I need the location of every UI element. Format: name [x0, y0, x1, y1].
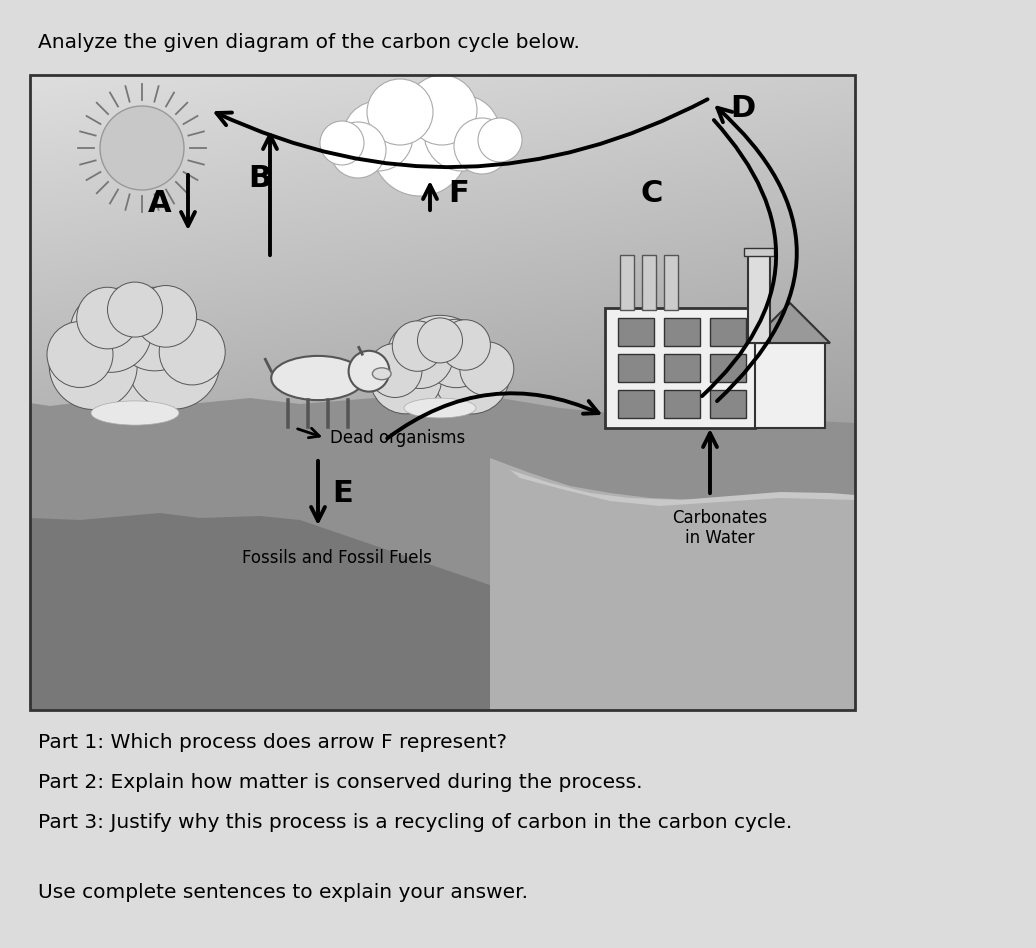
- Text: Part 1: Which process does arrow F represent?: Part 1: Which process does arrow F repre…: [38, 733, 507, 752]
- Circle shape: [100, 106, 184, 190]
- Bar: [664, 354, 700, 382]
- Bar: [618, 318, 654, 346]
- Polygon shape: [510, 470, 855, 506]
- Circle shape: [160, 319, 225, 385]
- Text: Use complete sentences to explain your answer.: Use complete sentences to explain your a…: [38, 883, 528, 902]
- Circle shape: [422, 319, 490, 388]
- Circle shape: [424, 95, 500, 171]
- Ellipse shape: [372, 368, 392, 380]
- Polygon shape: [490, 458, 855, 710]
- Text: Part 3: Justify why this process is a recycling of carbon in the carbon cycle.: Part 3: Justify why this process is a re…: [38, 813, 793, 832]
- Circle shape: [320, 121, 364, 165]
- Circle shape: [407, 75, 477, 145]
- Circle shape: [391, 316, 489, 414]
- Circle shape: [348, 351, 390, 392]
- Circle shape: [460, 342, 514, 395]
- Bar: [710, 354, 746, 382]
- Circle shape: [372, 100, 468, 196]
- Bar: [664, 390, 700, 418]
- Circle shape: [368, 343, 422, 397]
- Ellipse shape: [404, 398, 476, 418]
- Text: Analyze the given diagram of the carbon cycle below.: Analyze the given diagram of the carbon …: [38, 33, 580, 52]
- Circle shape: [454, 118, 510, 174]
- Circle shape: [75, 285, 196, 407]
- Bar: [30, 75, 855, 710]
- Circle shape: [367, 79, 433, 145]
- Circle shape: [108, 283, 163, 337]
- Circle shape: [70, 291, 151, 373]
- Ellipse shape: [271, 356, 365, 400]
- Circle shape: [343, 101, 413, 171]
- Text: Part 2: Explain how matter is conserved during the process.: Part 2: Explain how matter is conserved …: [38, 773, 642, 792]
- Bar: [664, 255, 678, 310]
- FancyArrowPatch shape: [387, 393, 599, 438]
- Circle shape: [370, 342, 441, 414]
- Text: Fossils and Fossil Fuels: Fossils and Fossil Fuels: [242, 549, 432, 567]
- Text: A: A: [148, 189, 172, 217]
- Bar: [744, 248, 774, 256]
- Circle shape: [418, 318, 462, 363]
- Bar: [605, 308, 755, 428]
- FancyArrowPatch shape: [217, 100, 708, 167]
- Circle shape: [330, 122, 386, 178]
- Circle shape: [49, 321, 137, 410]
- Circle shape: [393, 320, 442, 372]
- FancyArrowPatch shape: [702, 120, 776, 396]
- Text: D: D: [730, 94, 755, 122]
- Bar: [642, 255, 656, 310]
- Bar: [755, 343, 825, 428]
- Polygon shape: [750, 303, 830, 343]
- Text: Carbonates
in Water: Carbonates in Water: [672, 508, 768, 547]
- Text: Dead organisms: Dead organisms: [330, 429, 465, 447]
- Text: C: C: [640, 178, 662, 208]
- Circle shape: [77, 287, 138, 349]
- Text: F: F: [448, 178, 468, 208]
- Bar: [618, 390, 654, 418]
- Text: B: B: [248, 163, 271, 192]
- Circle shape: [135, 285, 197, 347]
- Bar: [710, 318, 746, 346]
- Bar: [620, 255, 634, 310]
- Polygon shape: [30, 513, 855, 710]
- Text: E: E: [332, 479, 352, 507]
- Polygon shape: [30, 396, 855, 710]
- Bar: [748, 253, 770, 343]
- Circle shape: [440, 319, 490, 370]
- Circle shape: [478, 118, 522, 162]
- Circle shape: [127, 317, 220, 410]
- Bar: [664, 318, 700, 346]
- Circle shape: [386, 322, 454, 389]
- Bar: [618, 354, 654, 382]
- Circle shape: [47, 321, 113, 388]
- Bar: [710, 390, 746, 418]
- Circle shape: [113, 287, 197, 371]
- Ellipse shape: [91, 401, 179, 425]
- Circle shape: [434, 338, 510, 414]
- FancyArrowPatch shape: [717, 108, 797, 401]
